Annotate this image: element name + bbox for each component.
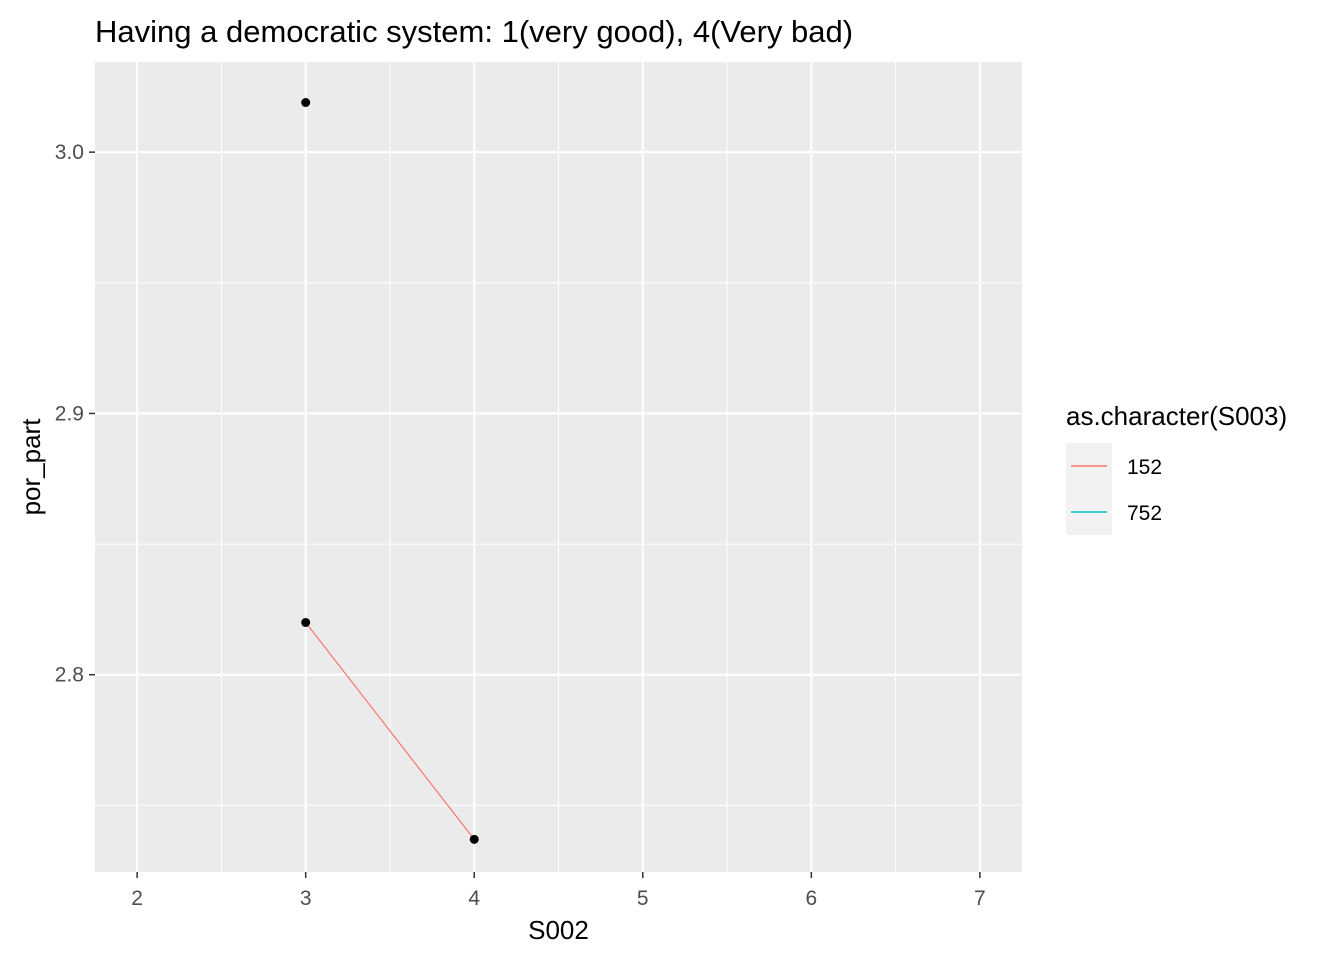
major-gridlines bbox=[95, 62, 1022, 872]
x-axis-ticks: 2 3 4 5 6 7 bbox=[131, 872, 986, 910]
x-tick-label: 3 bbox=[300, 887, 312, 910]
x-tick-label: 6 bbox=[805, 887, 817, 910]
data-point-152 bbox=[301, 617, 311, 627]
y-tick-label: 2.9 bbox=[55, 402, 84, 425]
data-point-152 bbox=[469, 834, 479, 844]
x-tick-label: 2 bbox=[131, 887, 143, 910]
series-lines bbox=[305, 622, 475, 840]
y-axis-title: por_part bbox=[16, 418, 46, 516]
chart-title: Having a democratic system: 1(very good)… bbox=[95, 14, 853, 49]
y-axis-ticks: 2.8 2.9 3.0 bbox=[55, 141, 95, 687]
legend: as.character(S003) 152 752 bbox=[1066, 401, 1287, 535]
legend-keys-background bbox=[1066, 443, 1112, 535]
legend-label-152: 152 bbox=[1127, 456, 1162, 479]
x-tick-label: 4 bbox=[468, 887, 480, 910]
legend-label-752: 752 bbox=[1127, 502, 1162, 525]
x-tick-label: 5 bbox=[637, 887, 649, 910]
y-tick-label: 3.0 bbox=[55, 141, 84, 164]
series-line-152 bbox=[305, 622, 475, 840]
legend-title: as.character(S003) bbox=[1066, 401, 1287, 431]
series-points bbox=[301, 98, 479, 844]
minor-gridlines bbox=[95, 62, 1022, 872]
x-axis-title: S002 bbox=[528, 915, 589, 945]
y-tick-label: 2.8 bbox=[55, 664, 84, 687]
x-tick-label: 7 bbox=[974, 887, 986, 910]
data-point-752 bbox=[301, 98, 311, 107]
